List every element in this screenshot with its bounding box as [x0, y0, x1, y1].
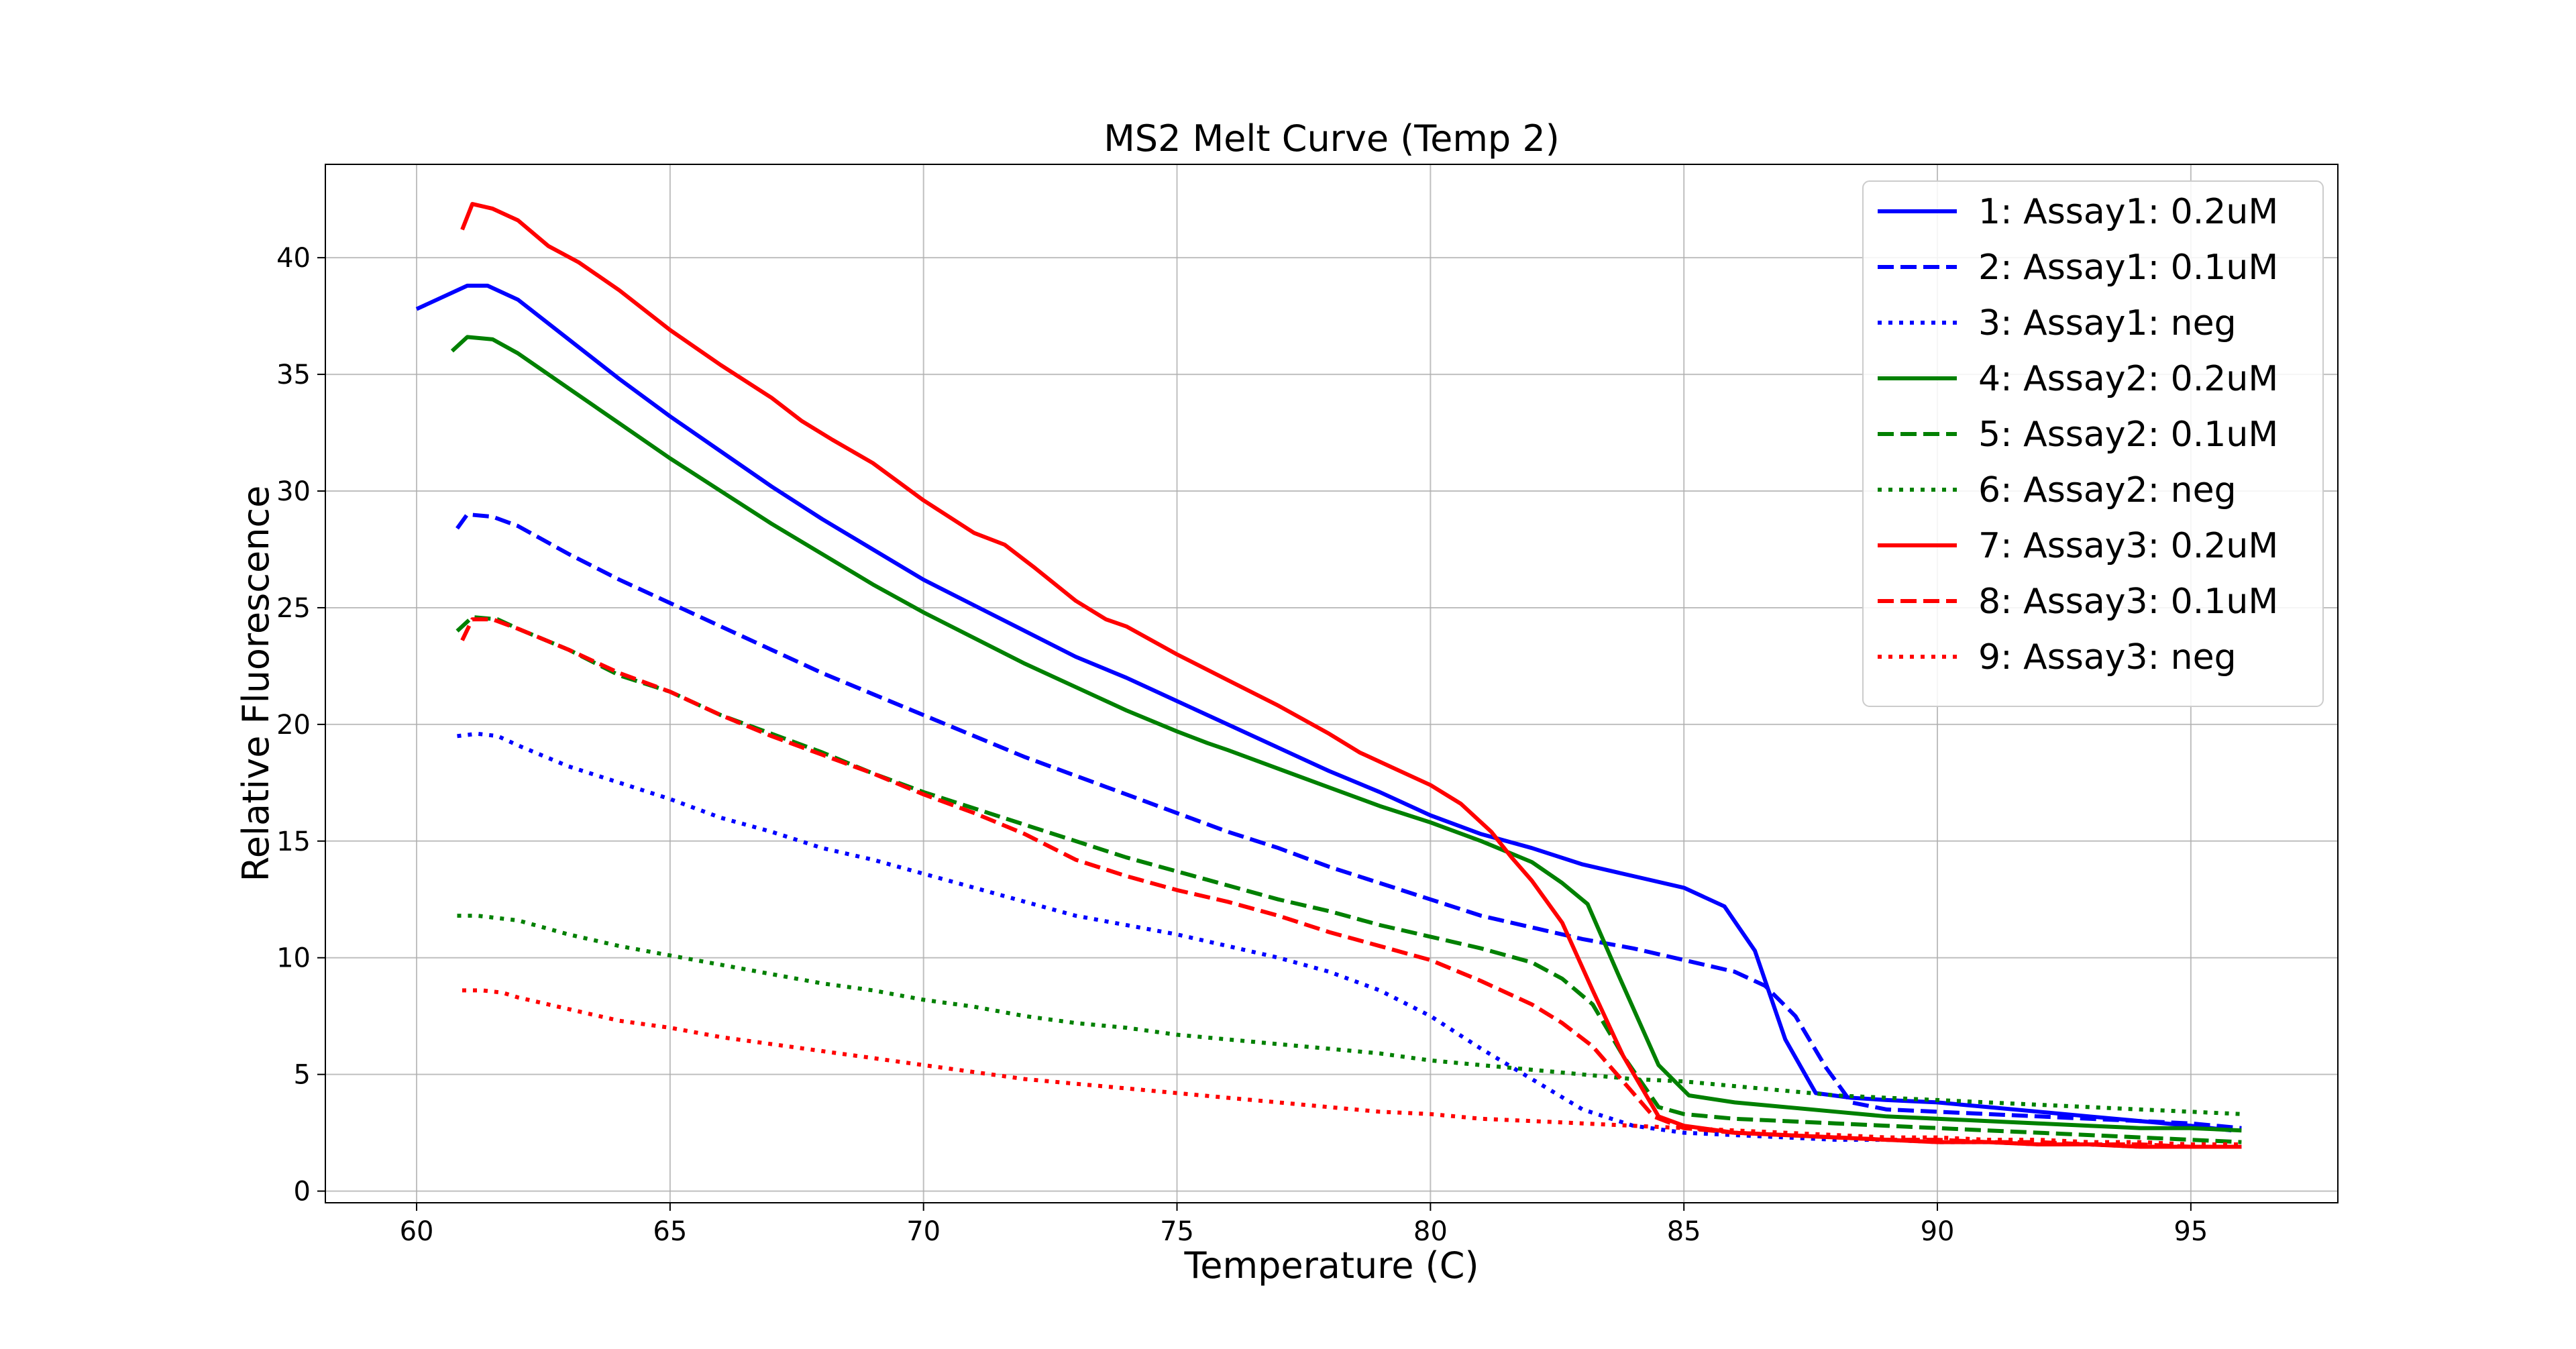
y-tick-label: 40 [276, 243, 311, 274]
legend: 1: Assay1: 0.2uM 2: Assay1: 0.1uM 3: Assay… [1862, 180, 2324, 707]
x-tick-label: 80 [1413, 1216, 1448, 1247]
x-tick-label: 95 [2174, 1216, 2208, 1247]
series-line-4 [450, 335, 2242, 1133]
axis-ticks: 60 65 70 75 80 85 90 95 0 5 10 15 20 25 30 35 40 [276, 243, 2208, 1247]
x-tick-label: 60 [400, 1216, 434, 1247]
y-tick-label: 20 [276, 710, 311, 741]
legend-label-2: 2: Assay1: 0.1uM [1978, 248, 2278, 288]
series-line-1 [415, 283, 2232, 1133]
legend-label-1: 1: Assay1: 0.2uM [1978, 192, 2278, 232]
legend-label-6: 6: Assay2: neg [1978, 470, 2237, 510]
plot-frame [325, 164, 2339, 1203]
legend-label-4: 4: Assay2: 0.2uM [1978, 359, 2278, 399]
series-line-7 [460, 202, 2242, 1149]
chart-title: MS2 Melt Curve (Temp 2) [1104, 117, 1560, 160]
x-tick-label: 90 [1921, 1216, 1955, 1247]
x-axis-label: Temperature (C) [1183, 1244, 1479, 1287]
plot-lines [415, 202, 2242, 1149]
y-axis-label: Relative Fluorescence [235, 486, 277, 882]
legend-label-5: 5: Assay2: 0.1uM [1978, 415, 2278, 455]
y-tick-label: 25 [276, 593, 311, 624]
x-tick-label: 75 [1160, 1216, 1194, 1247]
legend-label-8: 8: Assay3: 0.1uM [1978, 582, 2278, 622]
y-tick-label: 10 [276, 943, 311, 974]
legend-label-7: 7: Assay3: 0.2uM [1978, 526, 2278, 566]
y-tick-label: 35 [276, 360, 311, 390]
y-tick-label: 15 [276, 826, 311, 857]
legend-label-3: 3: Assay1: neg [1978, 303, 2237, 343]
x-tick-label: 85 [1667, 1216, 1701, 1247]
series-line-6 [457, 914, 2242, 1116]
series-line-9 [462, 988, 2242, 1146]
x-tick-label: 70 [906, 1216, 941, 1247]
series-line-3 [457, 731, 2242, 1149]
x-tick-label: 65 [653, 1216, 687, 1247]
legend-box [1862, 180, 2324, 707]
y-tick-label: 0 [294, 1177, 311, 1207]
y-tick-label: 5 [294, 1060, 311, 1091]
legend-label-9: 9: Assay3: neg [1978, 637, 2237, 678]
series-line-8 [460, 617, 2242, 1149]
series-line-2 [455, 512, 2242, 1130]
y-tick-label: 30 [276, 476, 311, 507]
